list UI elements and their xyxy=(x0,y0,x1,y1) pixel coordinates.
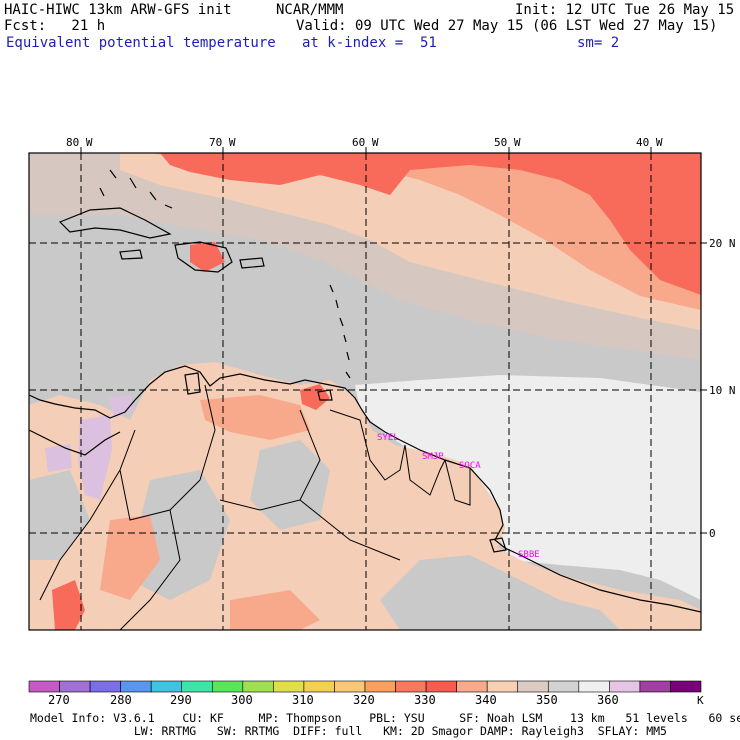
colorbar-swatch xyxy=(242,680,274,693)
map-frame xyxy=(28,152,702,631)
red-patch xyxy=(52,580,85,630)
model-info-line2: LW: RRTMG SW: RRTMG DIFF: full KM: 2D Sm… xyxy=(30,724,667,738)
colorbar-label: 340 xyxy=(475,693,497,707)
colorbar-swatch xyxy=(517,680,549,693)
station-label: SMJP xyxy=(422,452,444,462)
lat-label: 20 N xyxy=(709,237,736,250)
colorbar-swatch xyxy=(211,680,244,693)
colorbar xyxy=(28,680,702,693)
station-labels: SYEL SMJP SOCA SBBE xyxy=(377,433,540,560)
valid-time: Valid: 09 UTC Wed 27 May 15 (06 LST Wed … xyxy=(296,18,718,34)
colorbar-swatch xyxy=(486,680,519,693)
colorbar-swatch xyxy=(181,680,213,693)
colorbar-label: 350 xyxy=(536,693,558,707)
colorbar-swatch xyxy=(89,680,121,693)
colorbar-label: 310 xyxy=(292,693,314,707)
land-grey-patch xyxy=(380,555,620,630)
init-time: Init: 12 UTC Tue 26 May 15 xyxy=(515,2,735,18)
colorbar-swatch xyxy=(670,680,702,693)
lavender-patch xyxy=(78,415,112,500)
map-field xyxy=(29,153,701,630)
colorbar-label: 270 xyxy=(48,693,70,707)
smoothing: sm= 2 xyxy=(577,35,620,51)
colorbar-swatch xyxy=(547,680,580,693)
colorbar-swatch xyxy=(120,680,152,693)
red-band xyxy=(160,153,701,295)
lon-label: 70 W xyxy=(209,136,236,149)
lon-label: 40 W xyxy=(636,136,663,149)
forecast-hour: Fcst: 21 h xyxy=(4,18,106,34)
colorbar-swatch xyxy=(425,680,457,693)
colorbar-label: 290 xyxy=(170,693,192,707)
station-label: SOCA xyxy=(459,461,481,471)
colorbar-label: 300 xyxy=(231,693,253,707)
land-salmon-patch xyxy=(100,515,160,600)
colorbar-label: 330 xyxy=(414,693,436,707)
light-area xyxy=(355,375,701,600)
coastlines xyxy=(29,169,701,613)
model-info-line1: Model Info: V3.6.1 CU: KF MP: Thompson P… xyxy=(30,711,740,725)
colorbar-swatch xyxy=(273,680,305,693)
land-salmon-patch xyxy=(200,395,310,440)
colorbar-label: 320 xyxy=(353,693,375,707)
land-grey-patch xyxy=(130,470,230,600)
colorbar-swatch xyxy=(334,680,366,693)
salmon-band xyxy=(150,153,701,310)
colorbar-swatch xyxy=(28,680,60,693)
level-index: at k-index = 51 xyxy=(302,35,437,51)
colorbar-swatch xyxy=(639,680,671,693)
lon-label: 80 W xyxy=(66,136,93,149)
colorbar-swatch xyxy=(303,680,335,693)
colorbar-swatch xyxy=(395,680,427,693)
colorbar-swatch xyxy=(59,680,91,693)
red-patch xyxy=(190,242,225,272)
colorbar-label: 360 xyxy=(597,693,619,707)
lavender-patch xyxy=(45,444,72,472)
land-salmon-patch xyxy=(230,590,320,630)
colorbar-unit: K xyxy=(697,694,704,707)
colorbar-swatch xyxy=(456,680,488,693)
lavender-patch xyxy=(108,395,135,418)
country-borders xyxy=(39,384,471,630)
colorbar-swatch xyxy=(609,680,641,693)
center-title: NCAR/MMM xyxy=(276,2,344,18)
station-label: SBBE xyxy=(518,550,540,560)
lat-label: 10 N xyxy=(709,384,736,397)
field-name: Equivalent potential temperature xyxy=(6,35,276,51)
colorbar-swatch xyxy=(150,680,183,693)
colorbar-swatch xyxy=(364,680,396,693)
axis-ticks xyxy=(80,147,707,534)
land-grey-patch xyxy=(29,470,90,560)
model-title: HAIC-HIWC 13km ARW-GFS init xyxy=(4,2,232,18)
lat-label: 0 xyxy=(709,527,716,540)
lon-label: 50 W xyxy=(494,136,521,149)
lon-label: 60 W xyxy=(352,136,379,149)
colorbar-label: 280 xyxy=(110,693,132,707)
station-label: SYEL xyxy=(377,433,399,443)
colorbar-swatch xyxy=(578,680,610,693)
